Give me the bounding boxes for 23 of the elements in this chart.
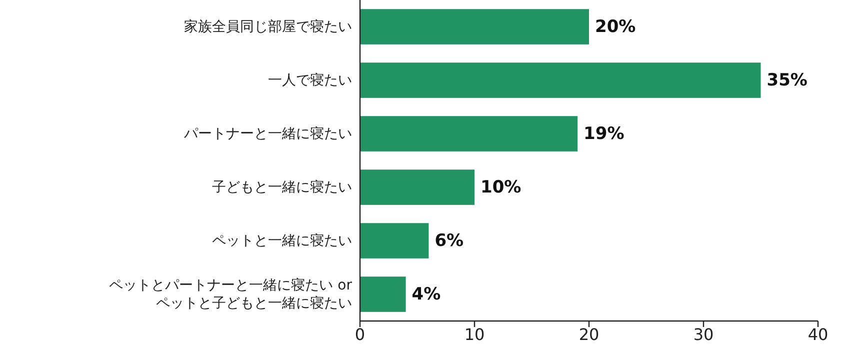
y-tick-label: ペットと一緒に寝たい xyxy=(212,232,352,249)
data-label: 10% xyxy=(480,177,522,198)
data-label: 19% xyxy=(584,124,624,144)
x-tick-label: 0 xyxy=(354,325,366,344)
data-label: 35% xyxy=(766,70,808,90)
bar xyxy=(360,62,761,98)
data-label: 6% xyxy=(434,230,464,251)
x-tick-label: 40 xyxy=(808,325,828,344)
y-tick-label: 一人で寝たい xyxy=(268,72,352,88)
x-tick-label: 10 xyxy=(464,325,485,344)
bar xyxy=(360,170,474,205)
bar xyxy=(360,9,589,44)
bar xyxy=(360,116,578,152)
y-tick-label: 子どもと一緒に寝たい xyxy=(212,179,352,196)
data-label: 20% xyxy=(595,16,636,37)
y-tick-label: パートナーと一緒に寝たい xyxy=(183,126,352,142)
bar xyxy=(360,223,429,258)
data-label: 4% xyxy=(412,284,441,304)
x-tick-label: 30 xyxy=(693,325,714,344)
y-tick-label: ペットとパートナーと一緒に寝たい or ペットと子どもと一緒に寝たい xyxy=(109,277,352,312)
x-tick-label: 20 xyxy=(578,325,600,344)
y-tick-label: 家族全員同じ部屋で寝たい xyxy=(184,18,352,35)
bar xyxy=(360,276,406,312)
